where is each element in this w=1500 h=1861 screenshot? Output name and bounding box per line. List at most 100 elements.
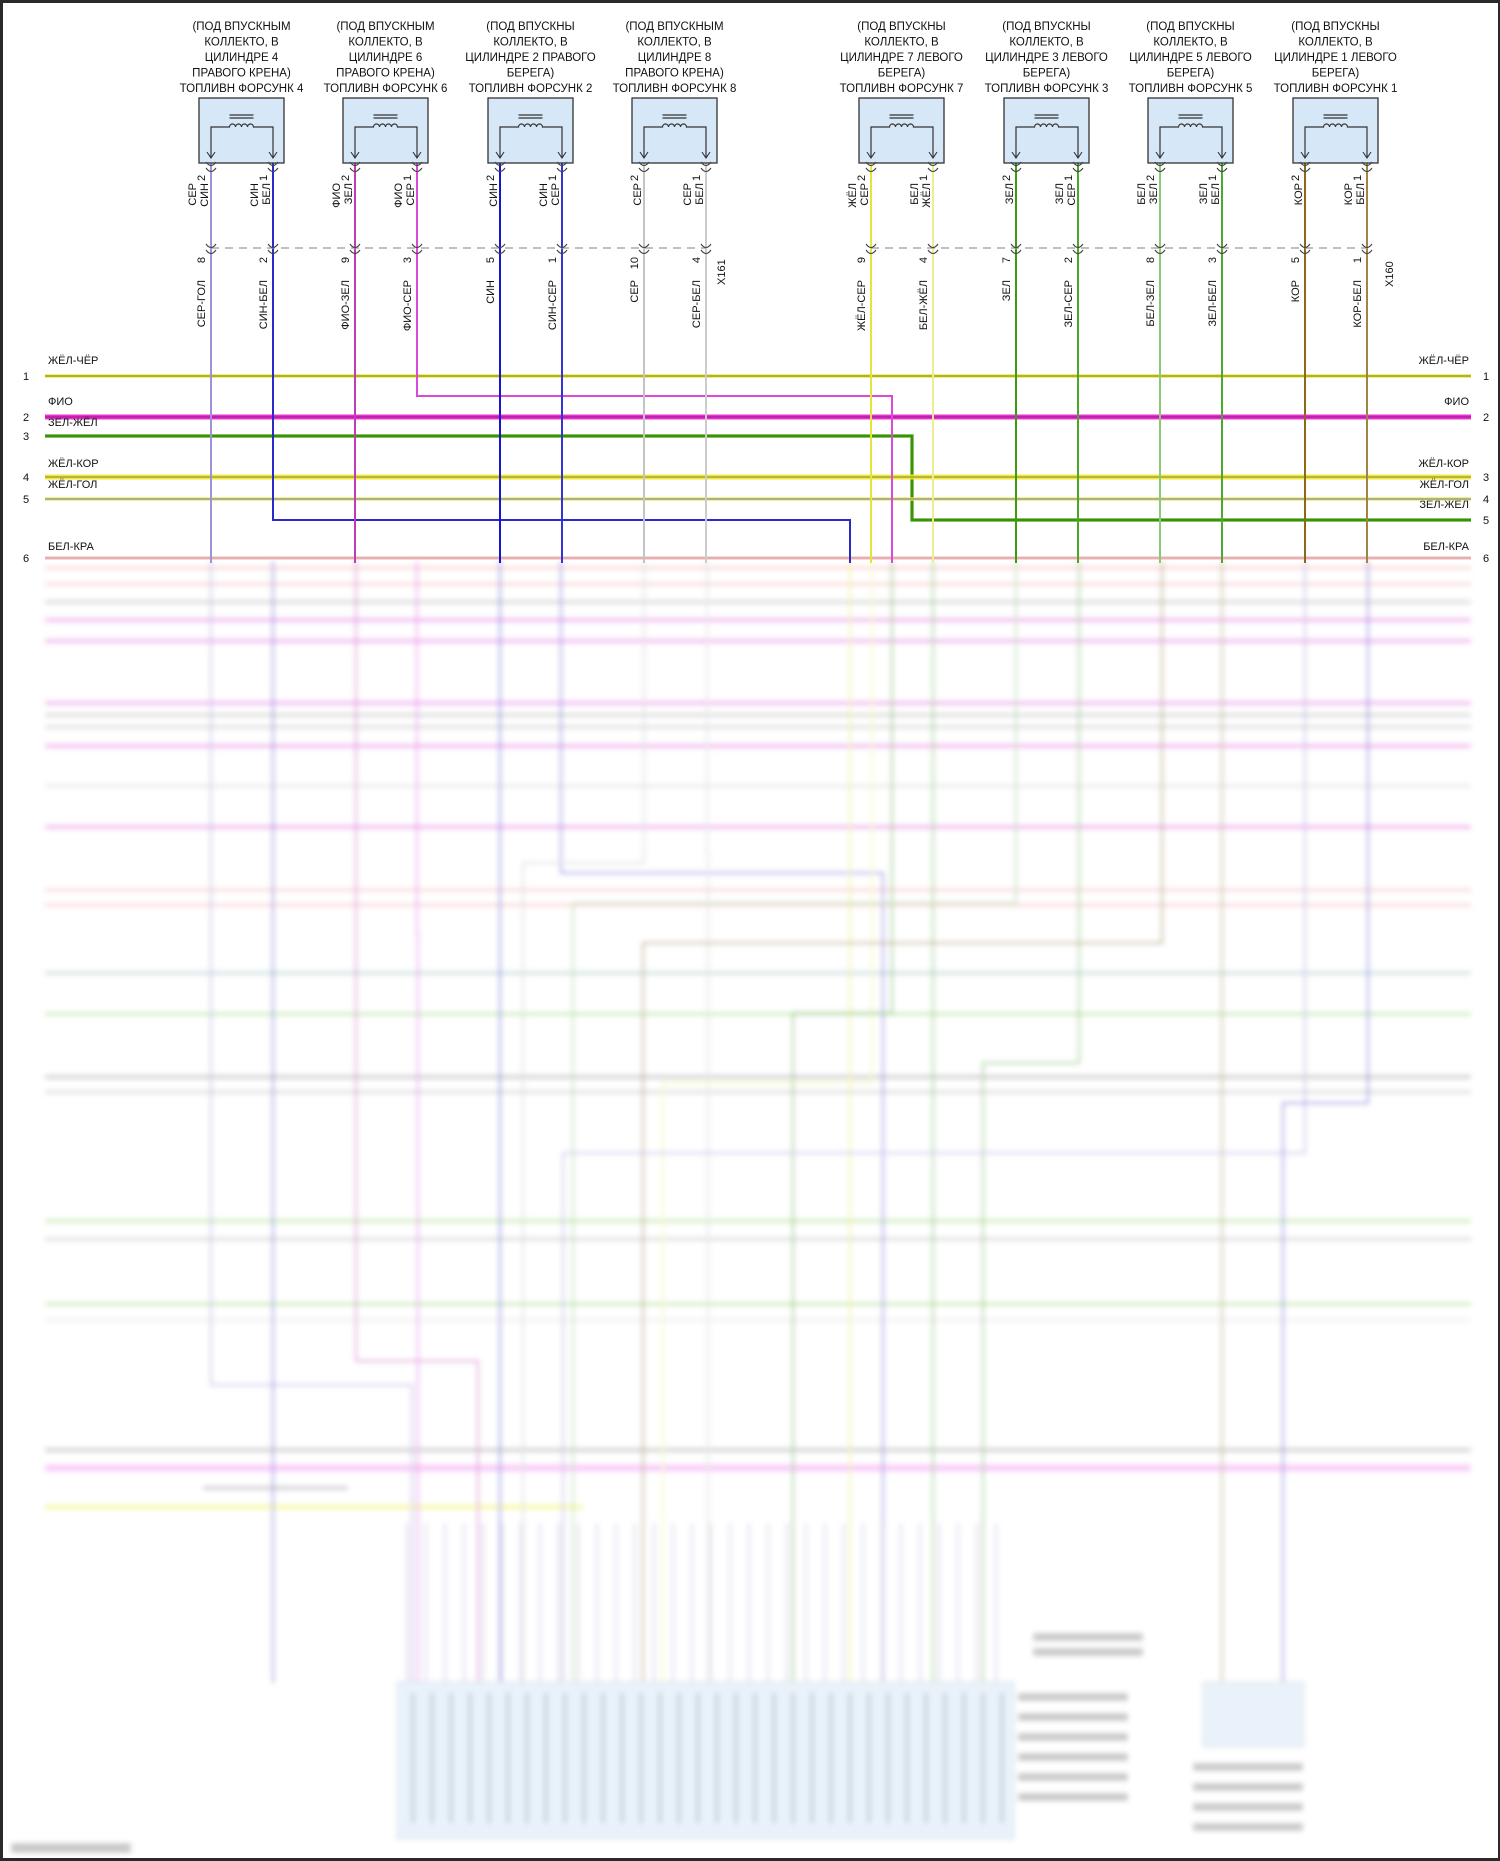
connector-pin-icon	[638, 249, 650, 255]
connector-pin-number: 5	[1290, 257, 1302, 263]
injector-title-line: ЦИЛИНДРЕ 4	[205, 52, 279, 64]
connector-pin-icon	[1361, 249, 1373, 255]
connector-pin-number: 3	[1207, 257, 1219, 263]
connector-pin-icon	[205, 249, 217, 255]
pin-number: 2	[340, 175, 352, 181]
pin-wire-color: ЗЕЛ	[1198, 183, 1210, 204]
connector-pin-number: 2	[1063, 257, 1075, 263]
pin-number: 2	[1001, 175, 1013, 181]
connector-pin-number: 1	[547, 257, 559, 263]
coil-icon	[499, 123, 563, 158]
arrow-icon	[1011, 151, 1021, 159]
blur-overlay	[3, 561, 1498, 1858]
schematic-canvas: 1 ЖЁЛ-ЧЁР 1 ЖЁЛ-ЧЁР 2 ФИО 2 ФИО 3 ЗЕЛ-ЖЁЛ 5 ЗЕЛ-ЖЁЛ…	[3, 21, 1498, 1858]
connector-pin-icon	[700, 167, 712, 173]
pin-wire-color: ЗЕЛ	[1054, 183, 1066, 204]
coil-icon	[1159, 123, 1223, 158]
connector-pin-icon	[1216, 167, 1228, 173]
coil-icon	[1304, 123, 1368, 158]
bus-left-label: ЖЁЛ-ЧЁР	[48, 355, 98, 367]
injector-title-line: БЕРЕГА)	[1167, 68, 1215, 80]
pin-wire-color: ЖЁЛ	[921, 183, 933, 208]
connector-pin-number: 5	[485, 257, 497, 263]
coil-icon	[870, 123, 934, 158]
pin-number: 2	[1145, 175, 1157, 181]
pin-wire-color: СЕР	[187, 183, 199, 206]
connector-pin-icon	[700, 249, 712, 255]
bus-left-number: 4	[23, 472, 29, 484]
pin-number: 2	[856, 175, 868, 181]
pin-wire-color: СЕР	[682, 183, 694, 206]
injector-title-line: КОЛЛЕКТО, В	[204, 37, 279, 49]
connector-pin-icon	[494, 243, 506, 249]
bus-left-number: 2	[23, 412, 29, 424]
bus-left-label: ЖЁЛ-ГОЛ	[48, 479, 97, 491]
bus-right-number: 3	[1483, 472, 1489, 484]
connector-label-x160: X160	[1384, 261, 1396, 287]
pin-number: 1	[1352, 175, 1364, 181]
injector-title-line: (ПОД ВПУСКНЫ	[1146, 21, 1235, 33]
bus-left-number: 6	[23, 553, 29, 565]
pin-number: 2	[196, 175, 208, 181]
pin-number: 2	[1290, 175, 1302, 181]
injector-title-line: КОЛЛЕКТО, В	[864, 37, 939, 49]
pin-wire-color: СИН	[249, 183, 261, 207]
injector-title-line: КОЛЛЕКТО, В	[1009, 37, 1084, 49]
pin-number: 1	[547, 175, 559, 181]
connector-pin-icon	[1154, 167, 1166, 173]
connector-pin-icon	[349, 167, 361, 173]
connector-pin-icon	[1072, 161, 1084, 167]
injector-title-line: ЦИЛИНДРЕ 6	[349, 52, 423, 64]
arrow-icon	[495, 151, 505, 159]
injector-title-line: КОЛЛЕКТО, В	[493, 37, 568, 49]
connector-pin-icon	[700, 243, 712, 249]
arrow-icon	[1073, 151, 1083, 159]
pin-wire-color: БЕЛ	[261, 183, 273, 205]
injector-body	[198, 97, 285, 164]
injector-title-line: (ПОД ВПУСКНЫМ	[336, 21, 434, 33]
pin-wire-color: ФИО	[393, 183, 405, 208]
injector-title-line: БЕРЕГА)	[878, 68, 926, 80]
pin-wire-color: СЕР	[1066, 183, 1078, 206]
connector-pin-icon	[865, 243, 877, 249]
pin-wire-color: БЕЛ	[1355, 183, 1367, 205]
injector-title-line: ТОПЛИВН ФОРСУНК 6	[324, 83, 448, 95]
pin-wire-color: КОР	[1343, 183, 1355, 205]
pin-wire-color: БЕЛ	[694, 183, 706, 205]
harness-wire-color: СИН	[485, 280, 497, 304]
pin-wire-color: КОР	[1293, 183, 1305, 205]
injector-title-line: КОЛЛЕКТО, В	[637, 37, 712, 49]
pin-number: 1	[258, 175, 270, 181]
injector-title-line: ТОПЛИВН ФОРСУНК 8	[613, 83, 737, 95]
harness-wire-color: КОР-БЕЛ	[1352, 280, 1364, 328]
connector-pin-icon	[1299, 249, 1311, 255]
arrow-icon	[928, 151, 938, 159]
injector-title-line: ПРАВОГО КРЕНА)	[336, 68, 435, 80]
connector-pin-icon	[1216, 243, 1228, 249]
pin-wire-color: БЕЛ	[1136, 183, 1148, 205]
harness-wire-color: БЕЛ-ЗЕЛ	[1145, 280, 1157, 327]
injector-title-line: ПРАВОГО КРЕНА)	[625, 68, 724, 80]
injector-body	[1292, 97, 1379, 164]
harness-wire-color: ФИО-СЕР	[402, 280, 414, 331]
connector-pin-icon	[1010, 161, 1022, 167]
bus-left-label: ФИО	[48, 396, 73, 408]
injector-title-line: ТОПЛИВН ФОРСУНК 2	[469, 83, 593, 95]
bus-right-label: ФИО	[1444, 396, 1469, 408]
injector-body	[1147, 97, 1234, 164]
pin-number: 1	[1207, 175, 1219, 181]
connector-label-x161: X161	[716, 259, 728, 285]
connector-pin-icon	[556, 167, 568, 173]
harness-wire-color: ЗЕЛ-БЕЛ	[1207, 280, 1219, 327]
injector-title-line: ТОПЛИВН ФОРСУНК 3	[985, 83, 1109, 95]
connector-pin-icon	[1299, 161, 1311, 167]
injector-title-line: БЕРЕГА)	[507, 68, 555, 80]
bus-left-label: БЕЛ-КРА	[48, 541, 94, 553]
pin-wire-color: СИН	[199, 183, 211, 207]
connector-pin-icon	[700, 161, 712, 167]
connector-pin-icon	[927, 167, 939, 173]
harness-wire-color: ЗЕЛ-СЕР	[1063, 280, 1075, 327]
injector-title-line: ЦИЛИНДРЕ 7 ЛЕВОГО	[840, 52, 963, 64]
coil-icon	[210, 123, 274, 158]
